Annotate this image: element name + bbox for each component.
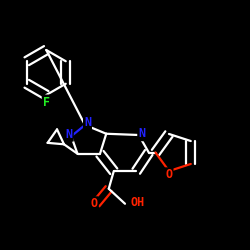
- Text: O: O: [91, 197, 98, 210]
- Text: O: O: [166, 168, 172, 181]
- Text: N: N: [138, 127, 145, 140]
- Text: OH: OH: [130, 196, 145, 209]
- Text: N: N: [84, 116, 91, 129]
- Text: N: N: [66, 128, 73, 141]
- Text: F: F: [43, 96, 50, 108]
